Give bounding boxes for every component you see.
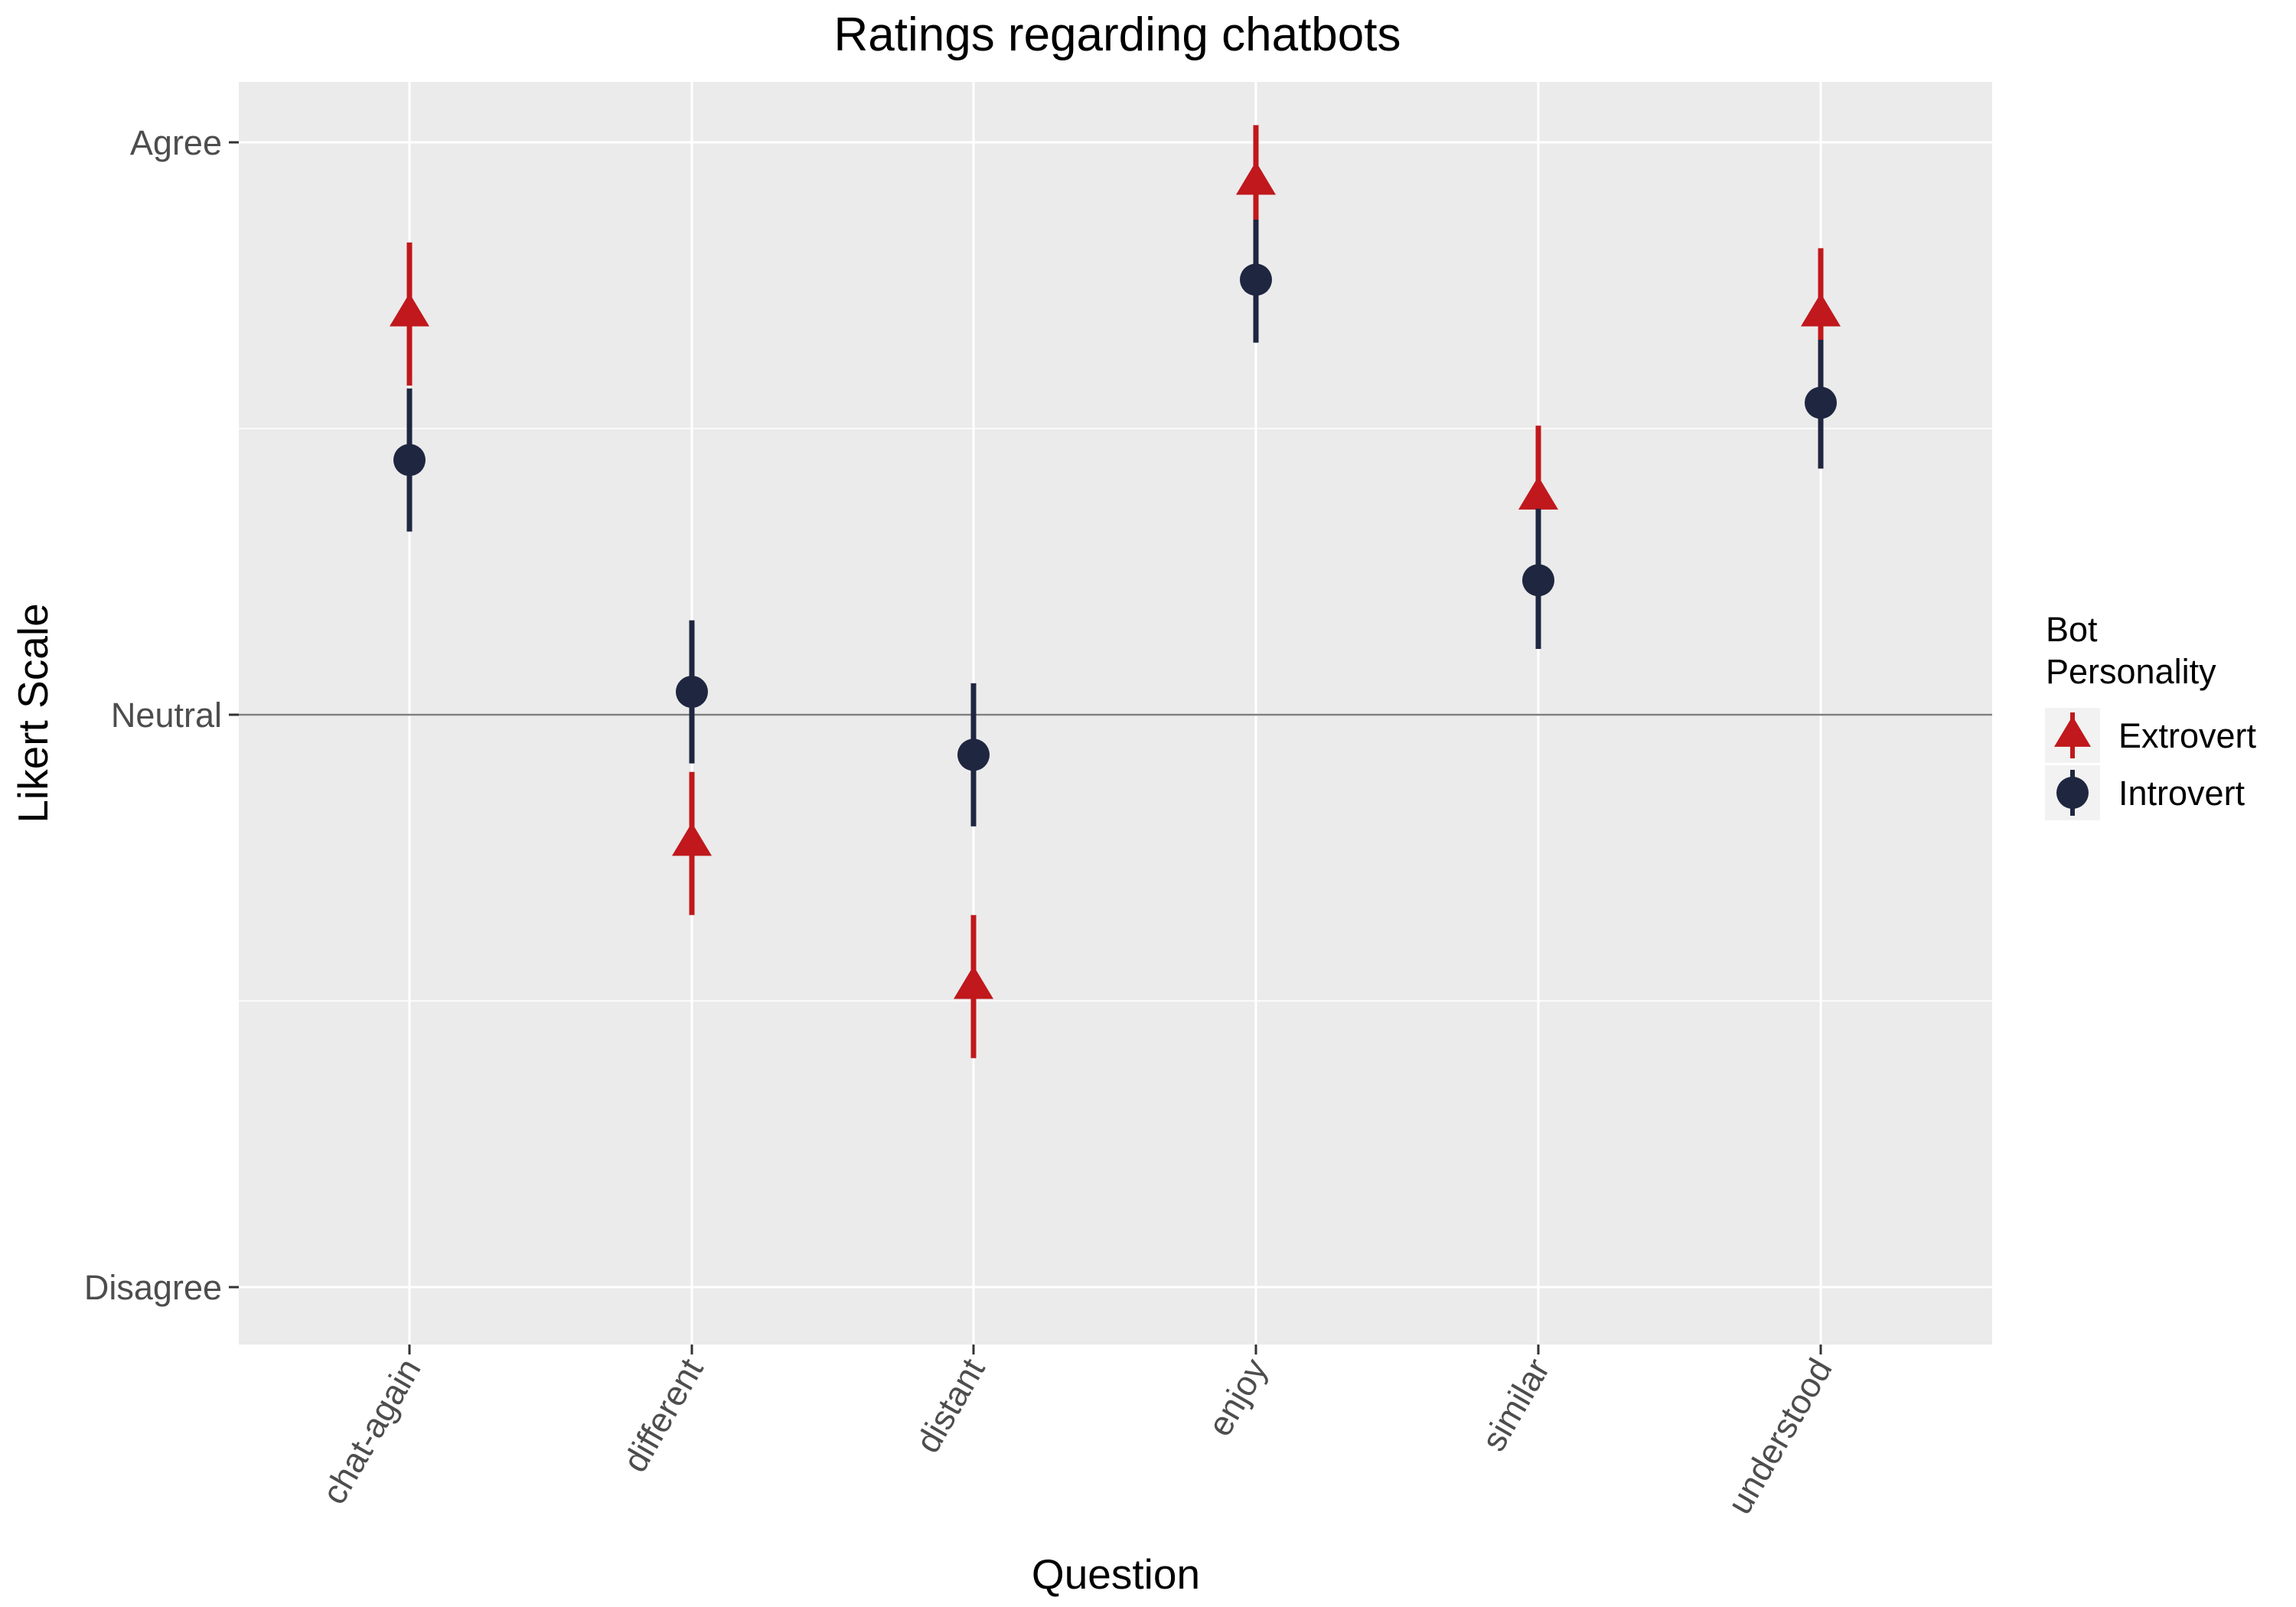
point-extrovert: [390, 293, 429, 327]
y-axis-title: Likert Scale: [9, 603, 57, 823]
point-introvert: [1522, 564, 1554, 597]
point-extrovert: [1518, 476, 1558, 510]
x-tick-label: chat-again: [314, 1352, 428, 1511]
point-extrovert: [954, 966, 993, 999]
x-tick-label: similar: [1473, 1351, 1557, 1457]
point-introvert: [676, 676, 708, 709]
legend-circle-icon: [2056, 777, 2089, 809]
x-tick-label: different: [615, 1351, 711, 1478]
legend-title-line-2: Personality: [2046, 652, 2216, 691]
point-extrovert: [1236, 161, 1276, 195]
point-introvert: [957, 738, 990, 771]
point-introvert: [393, 444, 426, 477]
legend-title-line-1: Bot: [2046, 610, 2098, 649]
legend-triangle-icon: [2054, 715, 2091, 747]
legend-label-extrovert: Extrovert: [2118, 716, 2257, 755]
legend-label-introvert: Introvert: [2118, 774, 2245, 813]
y-tick-label: Disagree: [84, 1268, 222, 1307]
data-marks: [390, 125, 1841, 1058]
x-axis-title: Question: [1032, 1550, 1200, 1598]
plot-panel: [239, 82, 1992, 1345]
point-introvert: [1240, 263, 1272, 296]
y-tick-label: Neutral: [111, 696, 222, 735]
x-tick-label: enjoy: [1200, 1351, 1275, 1442]
point-extrovert: [1801, 293, 1841, 327]
y-tick-label: Agree: [130, 123, 222, 162]
point-extrovert: [672, 823, 712, 856]
legend: Bot Personality Extrovert Introvert: [2045, 610, 2257, 820]
y-axis: Disagree Neutral Agree: [84, 123, 239, 1307]
point-introvert: [1805, 386, 1837, 419]
x-axis: chat-again different distant enjoy similar un…: [314, 1345, 1840, 1521]
x-tick-label: distant: [908, 1351, 993, 1459]
chart-title: Ratings regarding chatbots: [833, 8, 1401, 61]
x-tick-label: understood: [1720, 1352, 1840, 1521]
